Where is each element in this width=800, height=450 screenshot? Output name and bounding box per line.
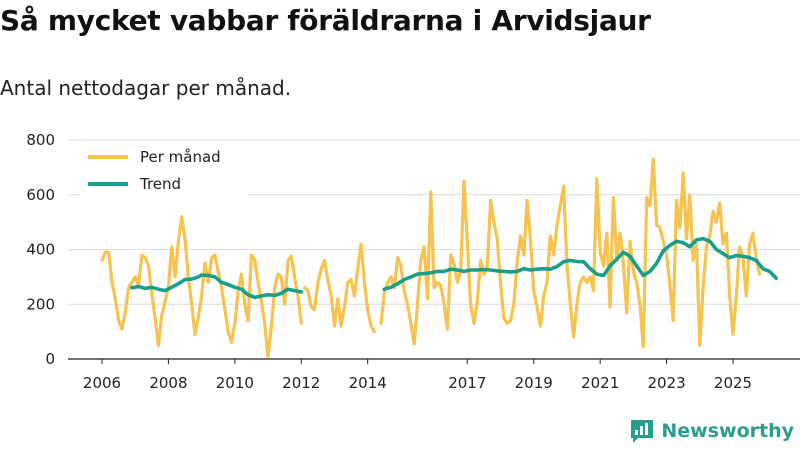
- newsworthy-logo-icon: [631, 420, 654, 443]
- x-tick-label: 2025: [714, 374, 752, 392]
- x-tick-label: 2014: [349, 374, 387, 392]
- legend: Per månad Trend: [80, 142, 248, 196]
- y-axis-ticks: 0 200 400 600 800: [26, 131, 55, 368]
- y-tick-label: 0: [45, 350, 55, 368]
- trend-series-line: [130, 273, 304, 300]
- y-tick-label: 400: [26, 241, 55, 259]
- monthly-series-line: [303, 242, 376, 334]
- chart-title: Så mycket vabbar föräldrarna i Arvidsjau…: [0, 4, 651, 37]
- series-lines: [100, 157, 778, 358]
- x-tick-label: 2019: [515, 374, 553, 392]
- monthly-series-line: [100, 215, 303, 358]
- x-tick-label: 2017: [448, 374, 486, 392]
- monthly-series-line: [379, 157, 762, 349]
- y-tick-label: 200: [26, 295, 55, 313]
- x-tick-label: 2008: [149, 374, 187, 392]
- x-tick-label: 2012: [282, 374, 320, 392]
- legend-label: Per månad: [140, 148, 221, 166]
- x-axis-ticks: 2006 2008 2010 2012 2014 2017 2019 2021 2023 2025: [83, 359, 752, 392]
- trend-series-line: [382, 236, 778, 291]
- y-tick-label: 600: [26, 186, 55, 204]
- x-tick-label: 2023: [647, 374, 685, 392]
- chart-subtitle: Antal nettodagar per månad.: [0, 76, 292, 100]
- legend-label: Trend: [139, 175, 181, 193]
- x-tick-label: 2010: [216, 374, 254, 392]
- x-tick-label: 2006: [83, 374, 121, 392]
- x-tick-label: 2021: [581, 374, 619, 392]
- y-tick-label: 800: [26, 131, 55, 149]
- legend-box: [80, 142, 248, 196]
- newsworthy-logo: Newsworthy: [629, 418, 794, 444]
- brand-name: Newsworthy: [661, 420, 794, 442]
